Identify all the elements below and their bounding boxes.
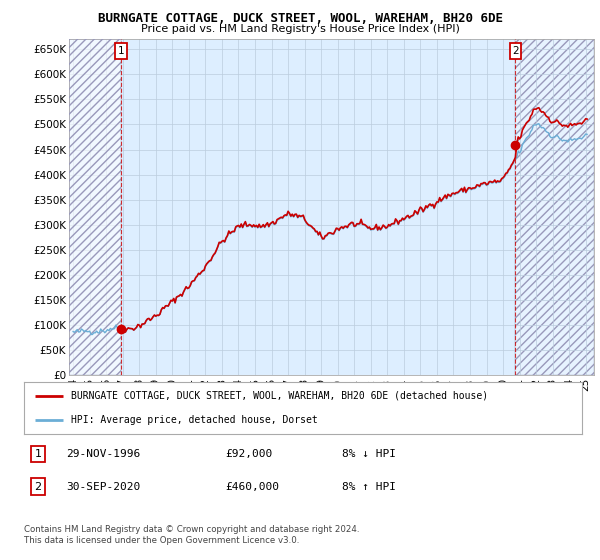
Text: £92,000: £92,000: [225, 449, 272, 459]
Text: £460,000: £460,000: [225, 482, 279, 492]
Text: 30-SEP-2020: 30-SEP-2020: [66, 482, 140, 492]
Text: HPI: Average price, detached house, Dorset: HPI: Average price, detached house, Dors…: [71, 415, 318, 425]
Text: 2: 2: [34, 482, 41, 492]
Text: 29-NOV-1996: 29-NOV-1996: [66, 449, 140, 459]
Text: 8% ↓ HPI: 8% ↓ HPI: [342, 449, 396, 459]
Text: BURNGATE COTTAGE, DUCK STREET, WOOL, WAREHAM, BH20 6DE (detached house): BURNGATE COTTAGE, DUCK STREET, WOOL, WAR…: [71, 391, 488, 401]
Text: 1: 1: [34, 449, 41, 459]
Text: Contains HM Land Registry data © Crown copyright and database right 2024.
This d: Contains HM Land Registry data © Crown c…: [24, 525, 359, 545]
Text: 2: 2: [512, 46, 519, 56]
Text: 1: 1: [118, 46, 125, 56]
Text: 8% ↑ HPI: 8% ↑ HPI: [342, 482, 396, 492]
Text: Price paid vs. HM Land Registry's House Price Index (HPI): Price paid vs. HM Land Registry's House …: [140, 24, 460, 34]
Text: BURNGATE COTTAGE, DUCK STREET, WOOL, WAREHAM, BH20 6DE: BURNGATE COTTAGE, DUCK STREET, WOOL, WAR…: [97, 12, 503, 25]
